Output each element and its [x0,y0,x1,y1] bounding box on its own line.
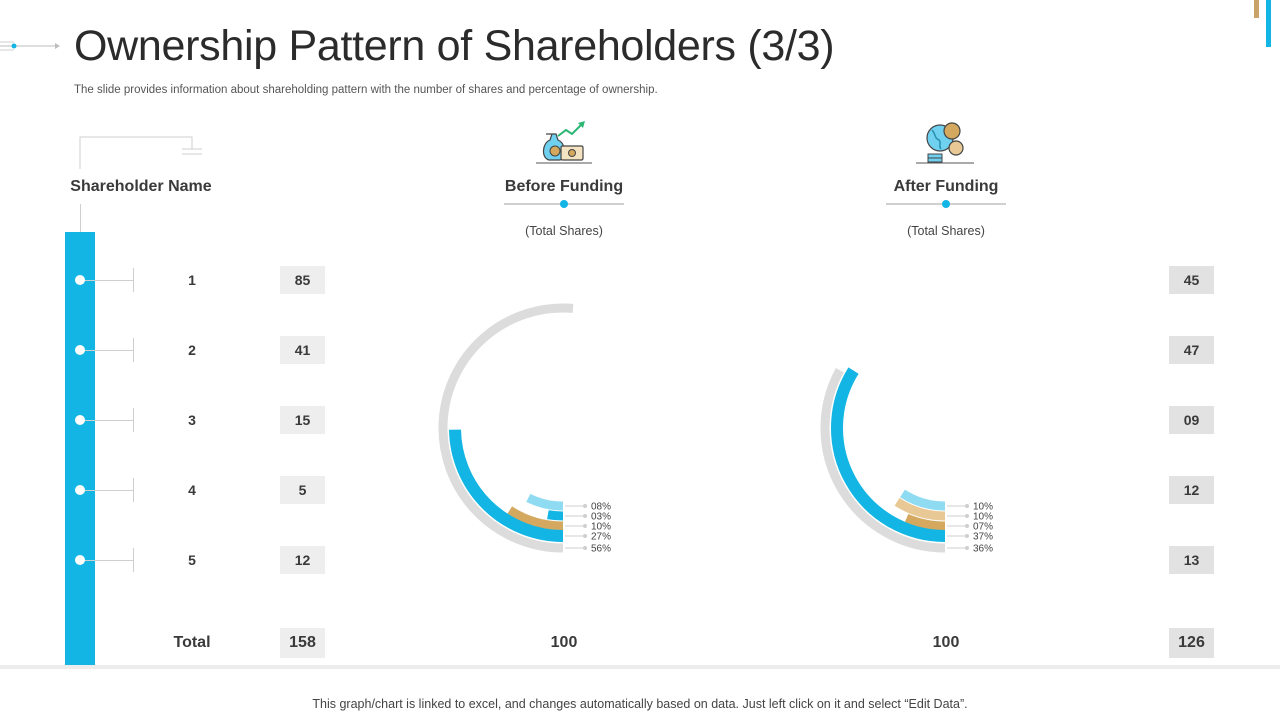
page-title: Ownership Pattern of Shareholders (3/3) [74,22,835,70]
before-total-shares-caption: (Total Shares) [525,224,603,238]
timeline-stem [80,204,81,232]
after-shares-value: 09 [1169,406,1214,434]
radial-bar-segment[interactable] [831,367,946,542]
row-marker-dot [75,345,85,355]
after-shares-value: 47 [1169,336,1214,364]
data-label: 10% [973,502,993,513]
after-header-underline [886,200,1006,208]
radial-bar-segment[interactable] [507,506,564,531]
corner-accent-decoration [1254,0,1271,47]
data-label: 03% [591,512,611,523]
radial-bar-segment[interactable] [894,497,946,521]
radial-bar-segment[interactable] [820,368,946,553]
total-before-shares: 158 [280,628,325,658]
row-marker-dot [75,555,85,565]
data-label-dot [583,546,587,550]
shareholder-name: 4 [188,482,196,498]
total-after-percent: 100 [932,634,960,651]
after-shares-value: 13 [1169,546,1214,574]
data-label-dot [965,546,969,550]
money-bag-growth-icon [532,118,596,166]
after-total-shares-caption: (Total Shares) [907,224,985,238]
data-label: 37% [973,532,993,543]
shareholder-name-header: Shareholder Name [70,178,212,195]
shareholder-name: 5 [188,552,196,568]
data-label-dot [583,514,587,518]
row-marker-dot [75,485,85,495]
data-label: 36% [973,544,993,555]
before-shares-value: 85 [280,266,325,294]
after-funding-radial-chart[interactable]: 10%10%07%37%36% [807,290,1027,570]
data-label-dot [965,514,969,518]
before-shares-value: 5 [280,476,325,504]
before-shares-value: 12 [280,546,325,574]
before-shares-value: 41 [280,336,325,364]
radial-bar-segment[interactable] [904,513,946,531]
after-shares-value: 45 [1169,266,1214,294]
row-connector-end [133,478,134,502]
before-funding-radial-chart[interactable]: 08%03%10%27%56% [425,290,645,570]
radial-bar-segment[interactable] [438,303,574,553]
total-after-shares: 126 [1169,628,1214,658]
after-shares-value: 12 [1169,476,1214,504]
row-connector [80,420,134,421]
timeline-bar [65,232,95,665]
row-connector [80,350,134,351]
data-label-dot [583,504,587,508]
shareholder-name: 3 [188,412,196,428]
radial-bar-segment[interactable] [526,493,564,511]
data-label: 07% [973,522,993,533]
total-before-percent: 100 [550,634,578,651]
footer-divider [0,665,1280,669]
row-connector-end [133,548,134,572]
data-label-dot [965,524,969,528]
data-label: 10% [973,512,993,523]
footer-note: This graph/chart is linked to excel, and… [312,697,968,711]
radial-bar-segment[interactable] [547,510,564,521]
total-label: Total [173,634,211,651]
row-marker-dot [75,275,85,285]
shareholder-name: 2 [188,342,196,358]
row-connector-end [133,408,134,432]
row-connector-end [133,338,134,362]
data-label-dot [583,524,587,528]
row-connector [80,490,134,491]
data-label-dot [965,534,969,538]
data-label: 08% [591,502,611,513]
row-connector-end [133,268,134,292]
row-connector [80,280,134,281]
data-label-dot [583,534,587,538]
before-funding-header: Before Funding [504,178,624,195]
header-bracket-decoration [79,136,202,169]
after-funding-header: After Funding [893,178,999,195]
before-header-underline [504,200,624,208]
row-connector [80,560,134,561]
data-label: 27% [591,532,611,543]
radial-bar-segment[interactable] [449,429,564,542]
radial-bar-segment[interactable] [900,489,946,511]
globe-coins-icon [914,118,978,166]
before-shares-value: 15 [280,406,325,434]
page-subtitle: The slide provides information about sha… [74,84,658,96]
data-label: 56% [591,544,611,555]
header-connector-decoration [0,41,60,51]
row-marker-dot [75,415,85,425]
data-label: 10% [591,522,611,533]
data-label-dot [965,504,969,508]
shareholder-name: 1 [188,272,196,288]
